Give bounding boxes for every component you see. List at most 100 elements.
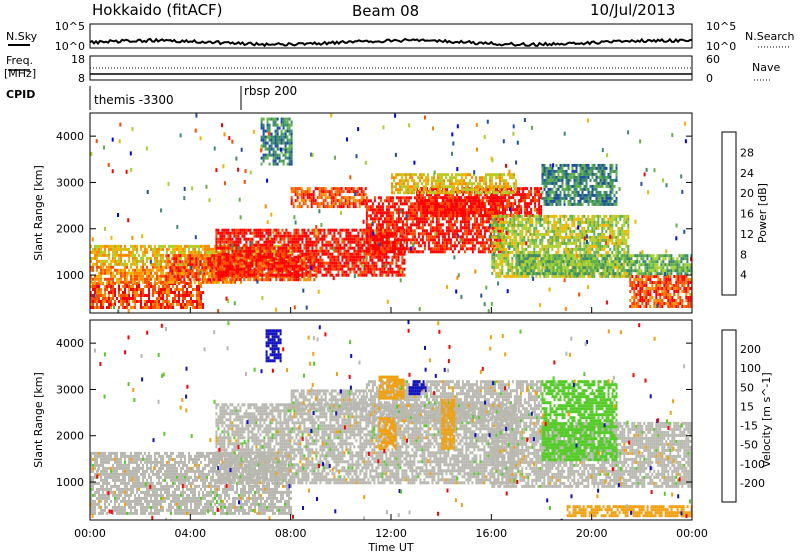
data-cell: [450, 208, 453, 212]
data-cell: [112, 256, 114, 260]
data-cell: [165, 260, 168, 264]
data-cell: [431, 238, 434, 242]
data-cell: [291, 240, 294, 244]
data-cell: [532, 199, 535, 203]
data-cell: [383, 220, 386, 224]
data-cell: [132, 268, 134, 272]
data-cell: [499, 238, 502, 242]
data-cell: [104, 253, 106, 257]
data-cell: [233, 240, 236, 244]
data-cell: [466, 202, 469, 206]
data-cell: [451, 217, 454, 221]
data-cell: [295, 240, 298, 244]
data-cell: [209, 257, 212, 261]
data-cell: [303, 234, 306, 238]
data-cell: [493, 173, 495, 177]
data-cell: [399, 267, 402, 271]
data-cell: [206, 244, 208, 248]
data-cell: [397, 226, 400, 230]
data-cell: [225, 264, 228, 268]
data-cell: [491, 223, 494, 227]
data-cell: [365, 267, 368, 271]
data-cell: [92, 262, 94, 266]
data-cell: [383, 241, 386, 245]
data-cell: [212, 247, 214, 251]
data-cell: [218, 280, 220, 284]
data-cell: [237, 243, 240, 247]
data-cell: [181, 275, 184, 279]
data-cell: [385, 238, 388, 242]
data-cell: [399, 185, 401, 189]
data-cell: [253, 267, 256, 271]
data-cell: [351, 258, 354, 262]
data-cell: [413, 235, 416, 239]
data-cell: [499, 176, 501, 180]
data-cell: [253, 231, 256, 235]
data-cell: [458, 199, 461, 203]
data-cell: [303, 272, 306, 276]
data-cell: [222, 256, 224, 260]
data-cell: [138, 280, 140, 284]
data-cell: [354, 202, 357, 206]
data-cell: [373, 208, 376, 212]
data-cell: [136, 274, 138, 278]
data-cell: [332, 187, 335, 191]
data-cell: [158, 265, 160, 269]
data-cell: [279, 252, 282, 256]
data-cell: [463, 208, 466, 212]
data-cell: [92, 265, 94, 269]
data-cell: [142, 250, 144, 254]
data-cell: [427, 244, 430, 248]
data-cell: [415, 185, 417, 189]
data-cell: [497, 220, 500, 224]
data-cell: [399, 188, 401, 192]
data-cell: [325, 252, 328, 256]
data-cell: [447, 179, 449, 183]
data-cell: [217, 273, 220, 277]
data-cell: [409, 188, 411, 192]
data-cell: [499, 220, 502, 224]
data-cell: [508, 205, 511, 209]
data-cell: [106, 265, 108, 269]
data-cell: [395, 208, 398, 212]
data-cell: [148, 271, 150, 275]
data-cell: [239, 273, 242, 277]
data-cell: [320, 196, 323, 200]
data-cell: [473, 214, 476, 218]
data-cell: [512, 193, 515, 197]
data-cell: [463, 188, 465, 192]
data-cell: [485, 182, 487, 186]
data-cell: [499, 271, 502, 275]
data-cell: [387, 238, 390, 242]
data-cell: [285, 267, 288, 271]
data-cell: [183, 254, 186, 258]
data-cell: [331, 228, 334, 232]
data-cell: [391, 185, 393, 189]
data-cell: [118, 288, 120, 291]
data-cell: [489, 214, 492, 218]
data-cell: [108, 271, 110, 275]
data-cell: [435, 217, 438, 221]
data-cell: [473, 232, 476, 236]
data-cell: [132, 274, 134, 278]
data-cell: [112, 303, 114, 306]
data-cell: [184, 285, 186, 288]
data-cell: [307, 258, 310, 262]
data-cell: [319, 258, 322, 262]
data-cell: [486, 187, 489, 191]
data-cell: [235, 237, 238, 241]
data-cell: [304, 190, 307, 194]
data-cell: [305, 252, 308, 256]
data-cell: [336, 193, 339, 197]
data-cell: [420, 214, 423, 218]
data-cell: [503, 179, 505, 183]
data-cell: [96, 303, 98, 306]
data-cell: [397, 252, 400, 256]
data-cell: [481, 220, 484, 224]
data-cell: [407, 205, 410, 209]
data-cell: [160, 291, 162, 294]
data-cell: [425, 229, 428, 233]
data-cell: [177, 269, 180, 273]
data-cell: [148, 288, 150, 291]
data-cell: [179, 254, 182, 258]
